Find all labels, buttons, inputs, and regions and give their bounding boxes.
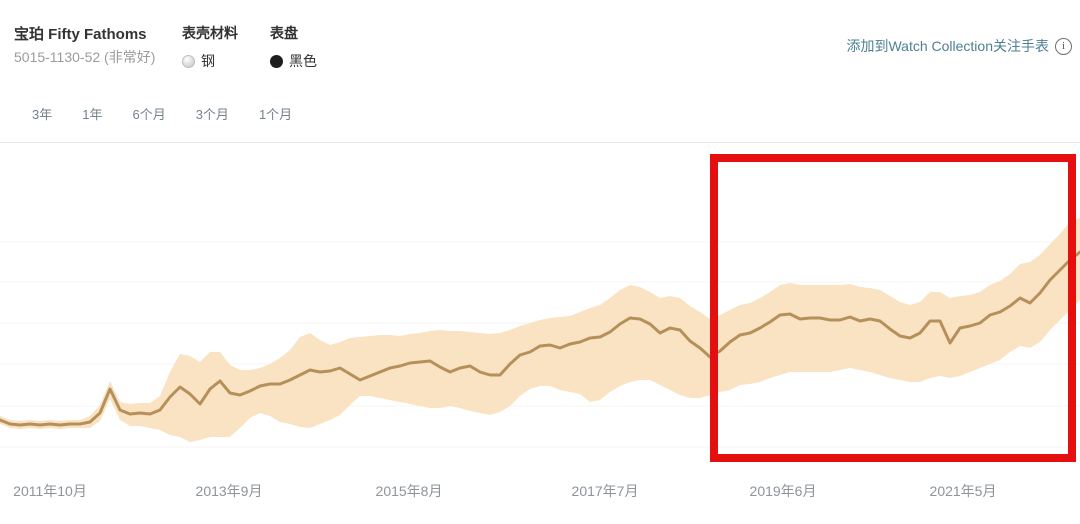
watch-reference: 5015-1130-52 bbox=[14, 49, 101, 65]
tab-3-months[interactable]: 3个月 bbox=[195, 107, 229, 122]
price-chart-svg[interactable] bbox=[0, 143, 1080, 470]
case-material-block: 表壳材料 钢 bbox=[182, 23, 238, 71]
black-color-dot-icon bbox=[270, 54, 283, 68]
x-axis-label: 2013年9月 bbox=[195, 483, 263, 499]
watch-reference-line: 5015-1130-52 (非常好) bbox=[14, 47, 155, 67]
time-range-tabs: 3年 1年 6个月 3个月 1个月 bbox=[32, 104, 292, 123]
tab-1-year[interactable]: 1年 bbox=[82, 107, 103, 122]
x-axis-label: 2019年6月 bbox=[749, 483, 817, 499]
case-material-value: 钢 bbox=[201, 53, 215, 69]
info-icon[interactable]: i bbox=[1055, 37, 1072, 55]
tab-3-years[interactable]: 3年 bbox=[32, 107, 53, 122]
case-material-label: 表壳材料 bbox=[182, 25, 238, 41]
x-axis-label: 2015年8月 bbox=[375, 483, 443, 499]
tabs-divider bbox=[0, 142, 1080, 143]
tab-6-months[interactable]: 6个月 bbox=[132, 107, 166, 122]
add-to-watch-collection-link[interactable]: 添加到Watch Collection关注手表 i bbox=[846, 36, 1072, 56]
dial-block: 表盘 黑色 bbox=[270, 23, 317, 71]
tab-1-month[interactable]: 1个月 bbox=[258, 107, 293, 122]
x-axis: 2011年10月 2013年9月 2015年8月 2017年7月 2019年6月… bbox=[0, 481, 1080, 501]
price-chart[interactable] bbox=[0, 143, 1080, 470]
dial-value: 黑色 bbox=[289, 53, 317, 69]
add-to-watch-collection-label[interactable]: 添加到Watch Collection关注手表 bbox=[846, 38, 1049, 54]
steel-color-dot-icon bbox=[182, 54, 195, 68]
watch-title: 宝珀 Fifty Fathoms bbox=[14, 26, 147, 43]
dial-label: 表盘 bbox=[270, 25, 298, 41]
x-axis-label: 2011年10月 bbox=[13, 483, 87, 499]
watch-condition: (非常好) bbox=[104, 49, 156, 65]
x-axis-label: 2021年5月 bbox=[929, 483, 997, 499]
x-axis-label: 2017年7月 bbox=[571, 483, 639, 499]
